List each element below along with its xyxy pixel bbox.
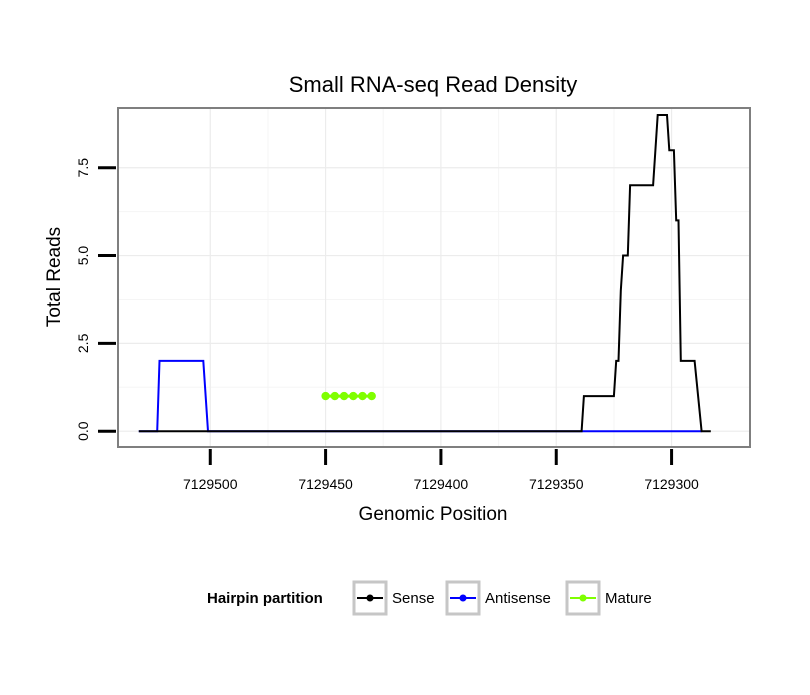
data-point-mature [358, 391, 367, 401]
y-tick-label: 0.0 [75, 421, 91, 441]
x-tick-label: 7129500 [183, 476, 238, 492]
y-tick-label: 5.0 [75, 246, 91, 266]
x-tick-label: 7129400 [414, 476, 469, 492]
y-tick-label: 7.5 [75, 158, 91, 178]
grid-major [118, 108, 750, 447]
data-point-mature [349, 391, 358, 401]
x-axis-label: Genomic Position [359, 504, 508, 525]
legend-entries: Sense Antisense Mature [352, 580, 652, 616]
x-tick-label: 7129450 [298, 476, 353, 492]
data-point-mature [339, 391, 349, 401]
legend-title: Hairpin partition [207, 590, 323, 607]
legend-label: Mature [605, 590, 652, 607]
x-tick-label: 7129350 [529, 476, 584, 492]
series-line-sense [138, 114, 711, 433]
series-layer [138, 114, 711, 433]
legend-key-point [579, 594, 587, 602]
y-axis: 0.0 2.5 5.0 7.5 [75, 158, 116, 441]
legend-label: Antisense [485, 590, 551, 607]
plot-panel [117, 107, 751, 448]
legend-key-point [459, 594, 467, 602]
panel-border [117, 107, 751, 448]
x-axis: 7129500 7129450 7129400 7129350 7129300 [183, 449, 699, 492]
y-axis-label: Total Reads [44, 227, 65, 327]
x-tick-label: 7129300 [644, 476, 699, 492]
grid-minor [118, 108, 750, 447]
data-point-mature [321, 391, 330, 401]
legend: Hairpin partition Sense Antisense Mature [207, 580, 652, 616]
y-tick-label: 2.5 [75, 333, 91, 353]
legend-key-point [366, 594, 374, 602]
legend-item-mature: Mature [565, 580, 652, 616]
legend-label: Sense [392, 590, 435, 607]
chart-title: Small RNA-seq Read Density [289, 72, 578, 97]
legend-item-antisense: Antisense [445, 580, 551, 616]
data-point-mature [330, 391, 340, 401]
legend-item-sense: Sense [352, 580, 435, 616]
data-point-mature [367, 391, 376, 401]
